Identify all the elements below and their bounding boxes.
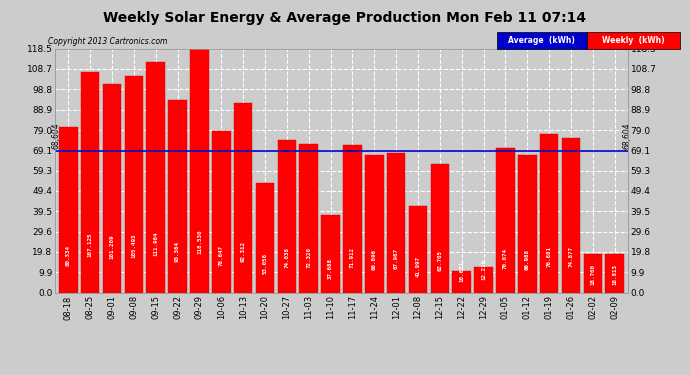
Bar — [146, 62, 165, 292]
Bar — [518, 155, 537, 292]
Text: 93.364: 93.364 — [175, 241, 180, 262]
Text: 12.218: 12.218 — [481, 259, 486, 280]
Text: 37.688: 37.688 — [328, 258, 333, 279]
Text: 107.125: 107.125 — [88, 233, 92, 257]
Bar — [474, 267, 493, 292]
Text: 118.530: 118.530 — [197, 230, 202, 254]
Bar — [431, 164, 449, 292]
Text: 10.671: 10.671 — [460, 261, 464, 282]
Text: 66.696: 66.696 — [372, 249, 377, 270]
Text: Weekly  (kWh): Weekly (kWh) — [602, 36, 664, 45]
Bar — [322, 215, 340, 292]
Text: 18.813: 18.813 — [612, 264, 618, 285]
Bar — [168, 100, 187, 292]
Bar — [234, 103, 253, 292]
Bar — [81, 72, 99, 292]
Bar — [562, 138, 580, 292]
Bar — [540, 134, 558, 292]
Bar — [453, 270, 471, 292]
Bar — [343, 145, 362, 292]
Text: 71.912: 71.912 — [350, 247, 355, 268]
Bar — [606, 254, 624, 292]
Text: 68,604: 68,604 — [52, 123, 61, 149]
Text: Weekly Solar Energy & Average Production Mon Feb 11 07:14: Weekly Solar Energy & Average Production… — [104, 11, 586, 25]
Text: 74.038: 74.038 — [284, 247, 289, 268]
Bar — [277, 140, 296, 292]
Bar — [299, 144, 318, 292]
Bar — [59, 127, 77, 292]
Bar — [256, 183, 275, 292]
Text: 92.312: 92.312 — [241, 241, 246, 262]
Bar — [103, 84, 121, 292]
Bar — [212, 131, 230, 292]
Text: 76.881: 76.881 — [546, 246, 552, 267]
Text: 70.074: 70.074 — [503, 248, 508, 269]
Bar — [125, 75, 144, 292]
Text: 105.493: 105.493 — [131, 233, 137, 258]
Text: 53.056: 53.056 — [262, 253, 268, 274]
Text: 62.705: 62.705 — [437, 250, 442, 271]
Text: 41.997: 41.997 — [415, 256, 421, 278]
Text: 111.984: 111.984 — [153, 231, 158, 256]
Bar — [190, 49, 209, 292]
Text: 68,604: 68,604 — [622, 123, 631, 149]
Text: 72.320: 72.320 — [306, 247, 311, 268]
Text: 80.334: 80.334 — [66, 244, 71, 266]
Text: 66.988: 66.988 — [525, 249, 530, 270]
Bar — [496, 148, 515, 292]
Bar — [408, 206, 427, 292]
Text: 74.877: 74.877 — [569, 246, 573, 267]
Bar — [584, 254, 602, 292]
Text: 67.967: 67.967 — [394, 249, 399, 270]
Text: 18.700: 18.700 — [591, 264, 595, 285]
Bar — [387, 153, 406, 292]
Text: 78.647: 78.647 — [219, 245, 224, 266]
Text: Average  (kWh): Average (kWh) — [509, 36, 575, 45]
Text: 101.209: 101.209 — [110, 235, 115, 259]
Text: Copyright 2013 Cartronics.com: Copyright 2013 Cartronics.com — [48, 38, 168, 46]
Bar — [365, 155, 384, 292]
